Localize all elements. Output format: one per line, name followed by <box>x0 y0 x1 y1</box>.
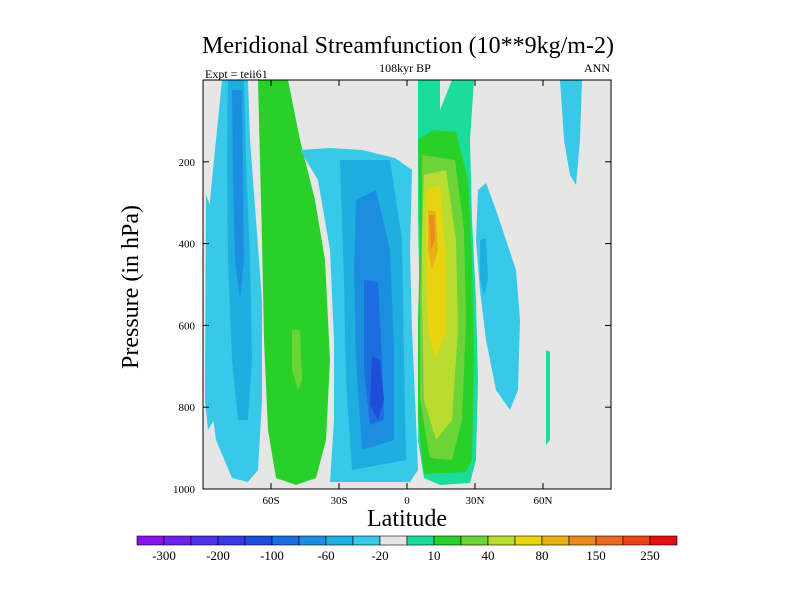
contour-sh-ferrel-outer <box>258 80 330 485</box>
colorbar-label: 10 <box>428 548 441 563</box>
colorbar-swatch <box>217 535 246 546</box>
contour-nh-upper <box>560 80 582 185</box>
contour-fills <box>205 80 582 485</box>
x-axis-title: Latitude <box>367 506 447 532</box>
colorbar-label: 40 <box>482 548 495 563</box>
axis-ticks: 60S 30S 0 30N 60N 200 400 600 800 1000 <box>173 80 611 507</box>
colorbar-label: -300 <box>152 548 176 563</box>
colorbar-swatch <box>622 535 651 546</box>
y-tick-label: 400 <box>179 239 196 251</box>
contour-nh-sliver <box>546 350 550 445</box>
colorbar-swatch <box>514 535 543 546</box>
colorbar-swatch <box>325 535 354 546</box>
y-axis-title: Pressure (in hPa) <box>118 205 144 369</box>
colorbar-swatch <box>298 535 327 546</box>
colorbar-label: -200 <box>206 548 230 563</box>
colorbar-swatch <box>649 535 678 546</box>
colorbar-swatch <box>271 535 300 546</box>
colorbar-swatch <box>163 535 192 546</box>
contour-sh-polar-core <box>232 90 244 300</box>
colorbar-label: -100 <box>260 548 284 563</box>
colorbar-swatch <box>190 535 219 546</box>
season-label: ANN <box>584 61 610 75</box>
colorbar-swatch <box>487 535 516 546</box>
x-tick-label: 60N <box>534 495 553 507</box>
colorbar-swatch <box>460 535 489 546</box>
plot-area: 60S 30S 0 30N 60N 200 400 600 800 1000 <box>173 79 612 507</box>
colorbar-swatch <box>136 535 165 546</box>
contour-nh-ferrel-inner <box>480 238 488 295</box>
chart-title: Meridional Streamfunction (10**9kg/m-2) <box>202 33 614 59</box>
x-tick-label: 30N <box>466 495 485 507</box>
x-tick-label: 60S <box>262 495 279 507</box>
y-tick-label: 800 <box>179 402 196 414</box>
colorbar-swatch <box>541 535 570 546</box>
colorbar-label: -20 <box>371 548 388 563</box>
colorbar-label: -60 <box>317 548 334 563</box>
y-tick-label: 600 <box>179 320 196 332</box>
x-tick-label: 30S <box>330 495 347 507</box>
contour-sh-ferrel-inner <box>292 330 302 390</box>
colorbar-label: 80 <box>536 548 549 563</box>
y-tick-label: 1000 <box>173 484 196 496</box>
x-tick-label: 0 <box>404 495 410 507</box>
y-tick-label: 200 <box>179 157 196 169</box>
colorbar-swatch <box>379 535 408 546</box>
contour-nh-ferrel-outer <box>476 183 520 410</box>
colorbar-swatch <box>244 535 273 546</box>
colorbar: -300 -200 -100 -60 -20 10 40 80 150 250 <box>136 535 678 563</box>
colorbar-swatch <box>352 535 381 546</box>
contour-sh-polar-sliver <box>205 195 214 430</box>
colorbar-label: 150 <box>586 548 606 563</box>
expt-label: Expt = teii61 <box>205 67 268 81</box>
colorbar-swatch <box>406 535 435 546</box>
colorbar-swatch <box>568 535 597 546</box>
time-label: 108kyr BP <box>379 61 431 75</box>
colorbar-swatch <box>433 535 462 546</box>
colorbar-label: 250 <box>640 548 660 563</box>
contour-sh-hadley-min <box>370 356 384 420</box>
colorbar-swatch <box>595 535 624 546</box>
contour-nh-hadley-max <box>429 215 435 250</box>
